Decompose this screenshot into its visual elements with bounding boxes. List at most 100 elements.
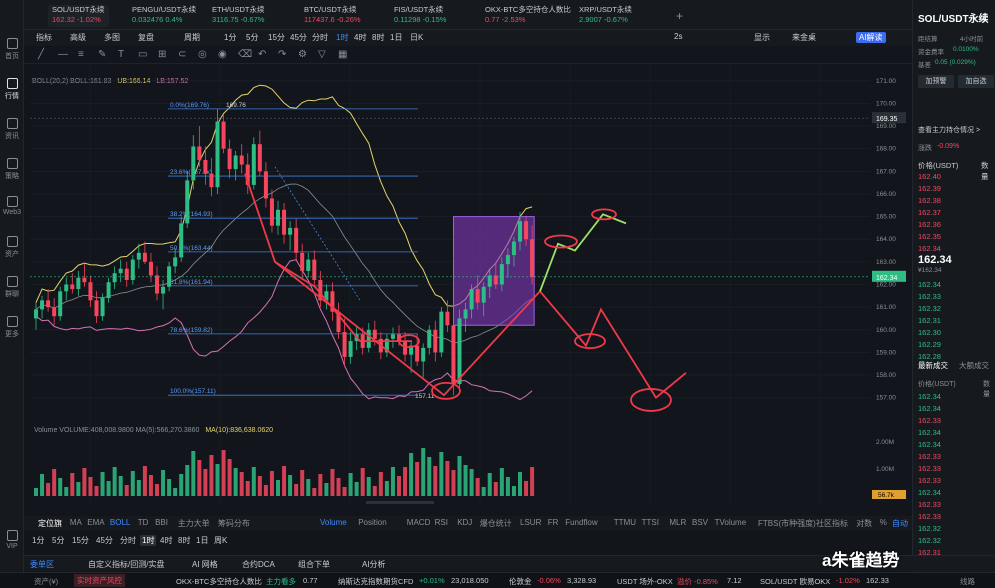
indicator-item[interactable]: BSV <box>692 518 709 527</box>
indicator-item[interactable]: 主力大单 <box>177 519 210 528</box>
toolbar-7[interactable]: 15分 <box>268 33 285 42</box>
period-item[interactable]: 1时 <box>140 535 157 546</box>
toolbar-12[interactable]: 8时 <box>372 33 385 42</box>
symbol-tab[interactable]: XRP/USDT永续 2.9007 -0.67% <box>579 5 632 27</box>
ask-price[interactable]: 162.40 <box>918 172 941 181</box>
indicator-item[interactable]: TVolume <box>714 518 747 527</box>
add-alert-button[interactable]: 加预警 <box>918 75 954 88</box>
indicator-item[interactable]: MA <box>69 518 82 527</box>
bid-price[interactable]: 162.31 <box>918 316 941 325</box>
symbol-tab[interactable]: SOL/USDT永续 162.32 -1.02% <box>48 5 109 27</box>
risk-control-button[interactable]: 实时资产风控 <box>74 574 125 587</box>
ask-price[interactable]: 162.34 <box>918 244 941 253</box>
period-item[interactable]: 周K <box>214 536 228 545</box>
indicator-item[interactable]: EMA <box>87 518 105 527</box>
nav-wallet[interactable]: 资产 <box>0 236 24 259</box>
symbol-tab[interactable]: BTC/USDT永续 117437.6 -0.26% <box>304 5 361 27</box>
nav-chat[interactable]: 群聊 <box>0 276 24 299</box>
bottom-tab[interactable]: 合约DCA <box>242 560 275 569</box>
indicator-item[interactable]: BOLL <box>109 518 131 527</box>
indicator-item[interactable]: 定位旗 <box>38 519 62 528</box>
grid-tool-icon[interactable]: ▦ <box>338 49 348 60</box>
redo-tool-icon[interactable]: ↷ <box>278 49 287 60</box>
indicator-item[interactable]: LSUR <box>520 518 542 527</box>
period-item[interactable]: 45分 <box>96 536 113 545</box>
eye-tool-icon[interactable]: ◉ <box>218 49 227 60</box>
indicator-item[interactable]: 自动 <box>892 519 908 528</box>
ticker-1-name[interactable]: OKX-BTC多空持仓人数比 <box>176 577 262 586</box>
bid-price[interactable]: 162.32 <box>918 304 941 313</box>
nav-strategy[interactable]: 策略 <box>0 158 24 181</box>
indicator-item[interactable]: % <box>879 518 887 527</box>
toolbar-0[interactable]: 指标 <box>36 33 52 42</box>
ask-price[interactable]: 162.37 <box>918 208 941 217</box>
ask-price[interactable]: 162.39 <box>918 184 941 193</box>
ask-price[interactable]: 162.38 <box>918 196 941 205</box>
add-favorite-button[interactable]: 加自选 <box>958 75 994 88</box>
lock-tool-icon[interactable]: ◎ <box>198 49 207 60</box>
indicator-item[interactable]: 筹码分布 <box>217 519 250 528</box>
toolbar-1[interactable]: 高级 <box>70 33 86 42</box>
indicator-item[interactable]: FR <box>547 518 559 527</box>
toolbar-8[interactable]: 45分 <box>290 33 307 42</box>
indicator-item[interactable]: MACD <box>406 518 431 527</box>
ask-price[interactable]: 162.36 <box>918 220 941 229</box>
price-chart[interactable]: 0.0%(169.76) 23.6%(167.xx) 38.2%(164.93) 50… <box>30 64 910 504</box>
undo-tool-icon[interactable]: ↶ <box>258 49 267 60</box>
indicator-item[interactable]: TTSI <box>641 518 659 527</box>
period-item[interactable]: 分时 <box>120 536 136 545</box>
ticker-4-name[interactable]: USDT 场外-OKX <box>617 577 673 586</box>
indicator-item[interactable]: MLR <box>669 518 687 527</box>
fib-tool-icon[interactable]: ≡ <box>78 49 84 60</box>
bottom-tab[interactable]: AI分析 <box>362 560 386 569</box>
bottom-tab[interactable]: 组合下单 <box>298 560 330 569</box>
toolbar-14[interactable]: 日K <box>410 33 424 42</box>
settings-icon[interactable]: ⚙ <box>298 49 307 60</box>
bid-price[interactable]: 162.33 <box>918 292 941 301</box>
period-item[interactable]: 1日 <box>196 536 209 545</box>
ticker-3-name[interactable]: 伦敦金 <box>509 577 532 586</box>
toolbar-5[interactable]: 1分 <box>224 33 237 42</box>
nav-vip[interactable]: VIP <box>0 530 24 550</box>
line-tool-icon[interactable]: ╱ <box>38 49 45 60</box>
tab-latest-trades[interactable]: 最新成交 <box>918 361 948 370</box>
symbol-tab[interactable]: FIS/USDT永续 0.11298 -0.15% <box>394 5 446 27</box>
indicator-item[interactable]: Volume <box>320 518 347 527</box>
network-link[interactable]: 线路 <box>960 577 975 586</box>
bid-price[interactable]: 162.30 <box>918 328 941 337</box>
toolbar-4[interactable]: 周期 <box>184 33 200 42</box>
shape-tool-icon[interactable]: ▭ <box>138 49 148 60</box>
filter-icon[interactable]: ▽ <box>318 49 326 60</box>
ticker-2-name[interactable]: 纳斯达克指数期货CFD <box>338 577 414 586</box>
toolbar-6[interactable]: 5分 <box>246 33 259 42</box>
period-item[interactable]: 8时 <box>178 536 191 545</box>
toolbar-13[interactable]: 1日 <box>390 33 403 42</box>
period-item[interactable]: 5分 <box>52 536 65 545</box>
toolbar-11[interactable]: 4时 <box>354 33 367 42</box>
tab-large-trades[interactable]: 大额成交 <box>959 361 989 370</box>
toolbar-right-1[interactable]: 显示 <box>754 33 770 42</box>
ask-price[interactable]: 162.35 <box>918 232 941 241</box>
indicator-item[interactable]: 爆仓统计 <box>479 519 512 528</box>
toolbar-right-2[interactable]: 来金桌 <box>792 33 816 42</box>
toolbar-3[interactable]: 复盘 <box>138 33 154 42</box>
bottom-tab[interactable]: 委单区 <box>30 560 54 569</box>
symbol-tab[interactable]: PENGU/USDT永续 0.032476 0.4% <box>132 5 196 27</box>
bid-price[interactable]: 162.28 <box>918 352 941 361</box>
hline-tool-icon[interactable]: — <box>58 49 68 60</box>
bid-price[interactable]: 162.29 <box>918 340 941 349</box>
period-item[interactable]: 4时 <box>160 536 173 545</box>
indicator-item[interactable]: TD <box>137 518 149 527</box>
toolbar-2[interactable]: 多图 <box>104 33 120 42</box>
nav-news[interactable]: 资讯 <box>0 118 24 141</box>
brush-tool-icon[interactable]: ✎ <box>98 49 107 60</box>
ruler-tool-icon[interactable]: ⊞ <box>158 49 167 60</box>
bottom-tab[interactable]: 自定义指标/回测/实盘 <box>88 560 165 569</box>
indicator-item[interactable]: Position <box>358 518 387 527</box>
indicator-item[interactable]: BBI <box>155 518 168 527</box>
symbol-tab[interactable]: ETH/USDT永续 3116.75 -0.67% <box>212 5 265 27</box>
toolbar-10[interactable]: 1时 <box>336 33 349 42</box>
bottom-tab[interactable]: AI 网格 <box>192 560 218 569</box>
indicator-item[interactable]: 对数 <box>856 519 873 528</box>
indicator-item[interactable]: 社区指标 <box>816 519 848 528</box>
